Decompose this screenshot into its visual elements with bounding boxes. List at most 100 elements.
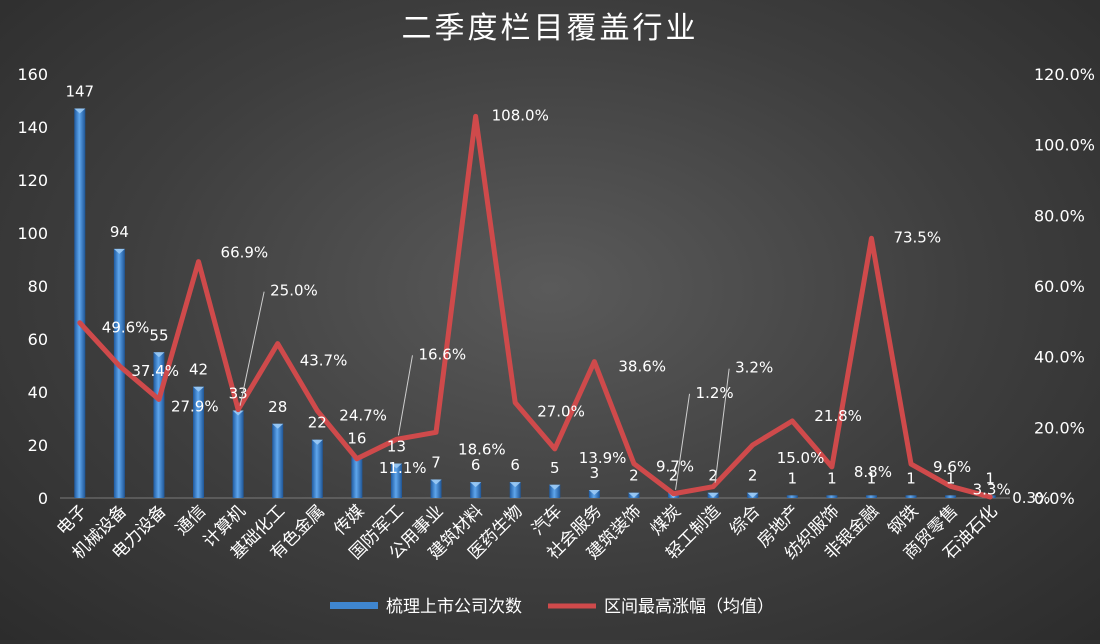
line-value-label: 1.2% — [696, 384, 734, 402]
line-value-label: 8.8% — [854, 463, 892, 481]
bar-value-label: 2 — [669, 467, 679, 485]
bar-value-label: 1 — [788, 469, 798, 487]
bar-cap — [113, 248, 125, 254]
line-value-label: 25.0% — [270, 282, 318, 300]
bar-value-label: 2 — [748, 467, 758, 485]
line-value-label: 27.0% — [537, 403, 585, 421]
line-value-label: 37.4% — [131, 362, 179, 380]
bars-layer — [74, 108, 996, 498]
legend: 梳理上市公司次数 区间最高涨幅（均值） — [330, 597, 774, 617]
bar — [945, 495, 957, 498]
y-left-tick-label: 20 — [28, 436, 48, 455]
bar — [826, 495, 838, 498]
y-left-tick-label: 80 — [28, 277, 48, 296]
bar — [509, 482, 521, 498]
line-label-leader — [397, 355, 413, 436]
y-left-tick-label: 0 — [38, 489, 48, 508]
bar-value-label: 28 — [268, 398, 287, 416]
bar-value-label: 3 — [590, 464, 600, 482]
line-layer — [77, 113, 993, 500]
bar — [74, 108, 86, 498]
y-right-tick-label: 100.0% — [1034, 136, 1095, 155]
legend-bar-swatch — [330, 602, 378, 609]
bar-cap — [193, 386, 205, 392]
bar-value-label: 16 — [347, 430, 366, 448]
line-value-label: 16.6% — [418, 345, 466, 363]
bar-cap — [232, 410, 244, 416]
bar-cap — [509, 482, 521, 488]
bar-value-label: 1 — [867, 469, 877, 487]
line-value-label: 15.0% — [777, 449, 825, 467]
line-value-label: 13.9% — [579, 449, 627, 467]
bar — [905, 495, 917, 498]
y-right-tick-label: 80.0% — [1034, 206, 1085, 225]
line-value-label: 3.2% — [735, 359, 773, 377]
y-left-tick-label: 60 — [28, 330, 48, 349]
y-left-tick-label: 160 — [17, 65, 48, 84]
bar-value-label: 1 — [985, 469, 995, 487]
bar-value-label: 2 — [629, 467, 639, 485]
line-value-label: 43.7% — [300, 352, 348, 370]
bar-value-label: 5 — [550, 459, 560, 477]
line-value-label: 9.6% — [933, 458, 971, 476]
bar-value-label: 55 — [149, 326, 168, 344]
bar-value-label: 22 — [308, 414, 327, 432]
bar-value-label: 1 — [827, 469, 837, 487]
bar — [865, 495, 877, 498]
bar-cap — [588, 490, 600, 496]
bar — [311, 439, 323, 498]
line-label-leader — [675, 393, 691, 490]
bar — [272, 423, 284, 498]
legend-line-label: 区间最高涨幅（均值） — [604, 597, 774, 617]
line-value-label: 11.1% — [379, 459, 427, 477]
bar-value-label: 7 — [431, 453, 441, 471]
bar-cap — [470, 482, 482, 488]
y-left-tick-label: 140 — [17, 118, 48, 137]
bar-cap — [311, 439, 323, 445]
line-value-label: 9.7% — [656, 458, 694, 476]
line-label-leader — [714, 368, 730, 483]
bar — [549, 484, 561, 498]
bar-cap — [272, 423, 284, 429]
bar-cap — [430, 479, 442, 485]
y-left-tick-label: 100 — [17, 224, 48, 243]
y-left-tick-label: 40 — [28, 383, 48, 402]
bar-cap — [747, 492, 759, 498]
line-value-label: 73.5% — [893, 228, 941, 246]
bar — [232, 410, 244, 498]
bar — [153, 352, 165, 498]
bar-value-label: 13 — [387, 438, 406, 456]
line-value-label: 27.9% — [171, 397, 219, 415]
y-right-tick-label: 20.0% — [1034, 418, 1085, 437]
bar — [430, 479, 442, 498]
line-value-label: 24.7% — [339, 407, 387, 425]
bar-cap — [74, 108, 86, 114]
bar — [193, 386, 205, 498]
line-label-leader — [239, 291, 265, 406]
bar — [470, 482, 482, 498]
line-value-label: 38.6% — [618, 358, 666, 376]
line-value-label: 66.9% — [221, 244, 269, 262]
bar-cap — [628, 492, 640, 498]
y-right-tick-label: 40.0% — [1034, 348, 1085, 367]
line-value-label: 108.0% — [492, 106, 549, 124]
bar — [113, 248, 125, 498]
y-left-tick-label: 120 — [17, 171, 48, 190]
y-right-tick-label: 60.0% — [1034, 277, 1085, 296]
bar — [351, 455, 363, 498]
bar-cap — [390, 463, 402, 469]
bar-value-label: 1 — [946, 469, 956, 487]
bar — [390, 463, 402, 498]
line-value-label: 0.3% — [1012, 489, 1050, 507]
y-right-tick-label: 0.0% — [1034, 489, 1075, 508]
bar-value-label: 94 — [110, 223, 129, 241]
bar-value-label: 2 — [708, 467, 718, 485]
bar — [786, 495, 798, 498]
line-value-label: 21.8% — [814, 407, 862, 425]
chart-title: 二季度栏目覆盖行业 — [402, 11, 699, 46]
line-series — [77, 113, 993, 500]
bar-cap — [707, 492, 719, 498]
